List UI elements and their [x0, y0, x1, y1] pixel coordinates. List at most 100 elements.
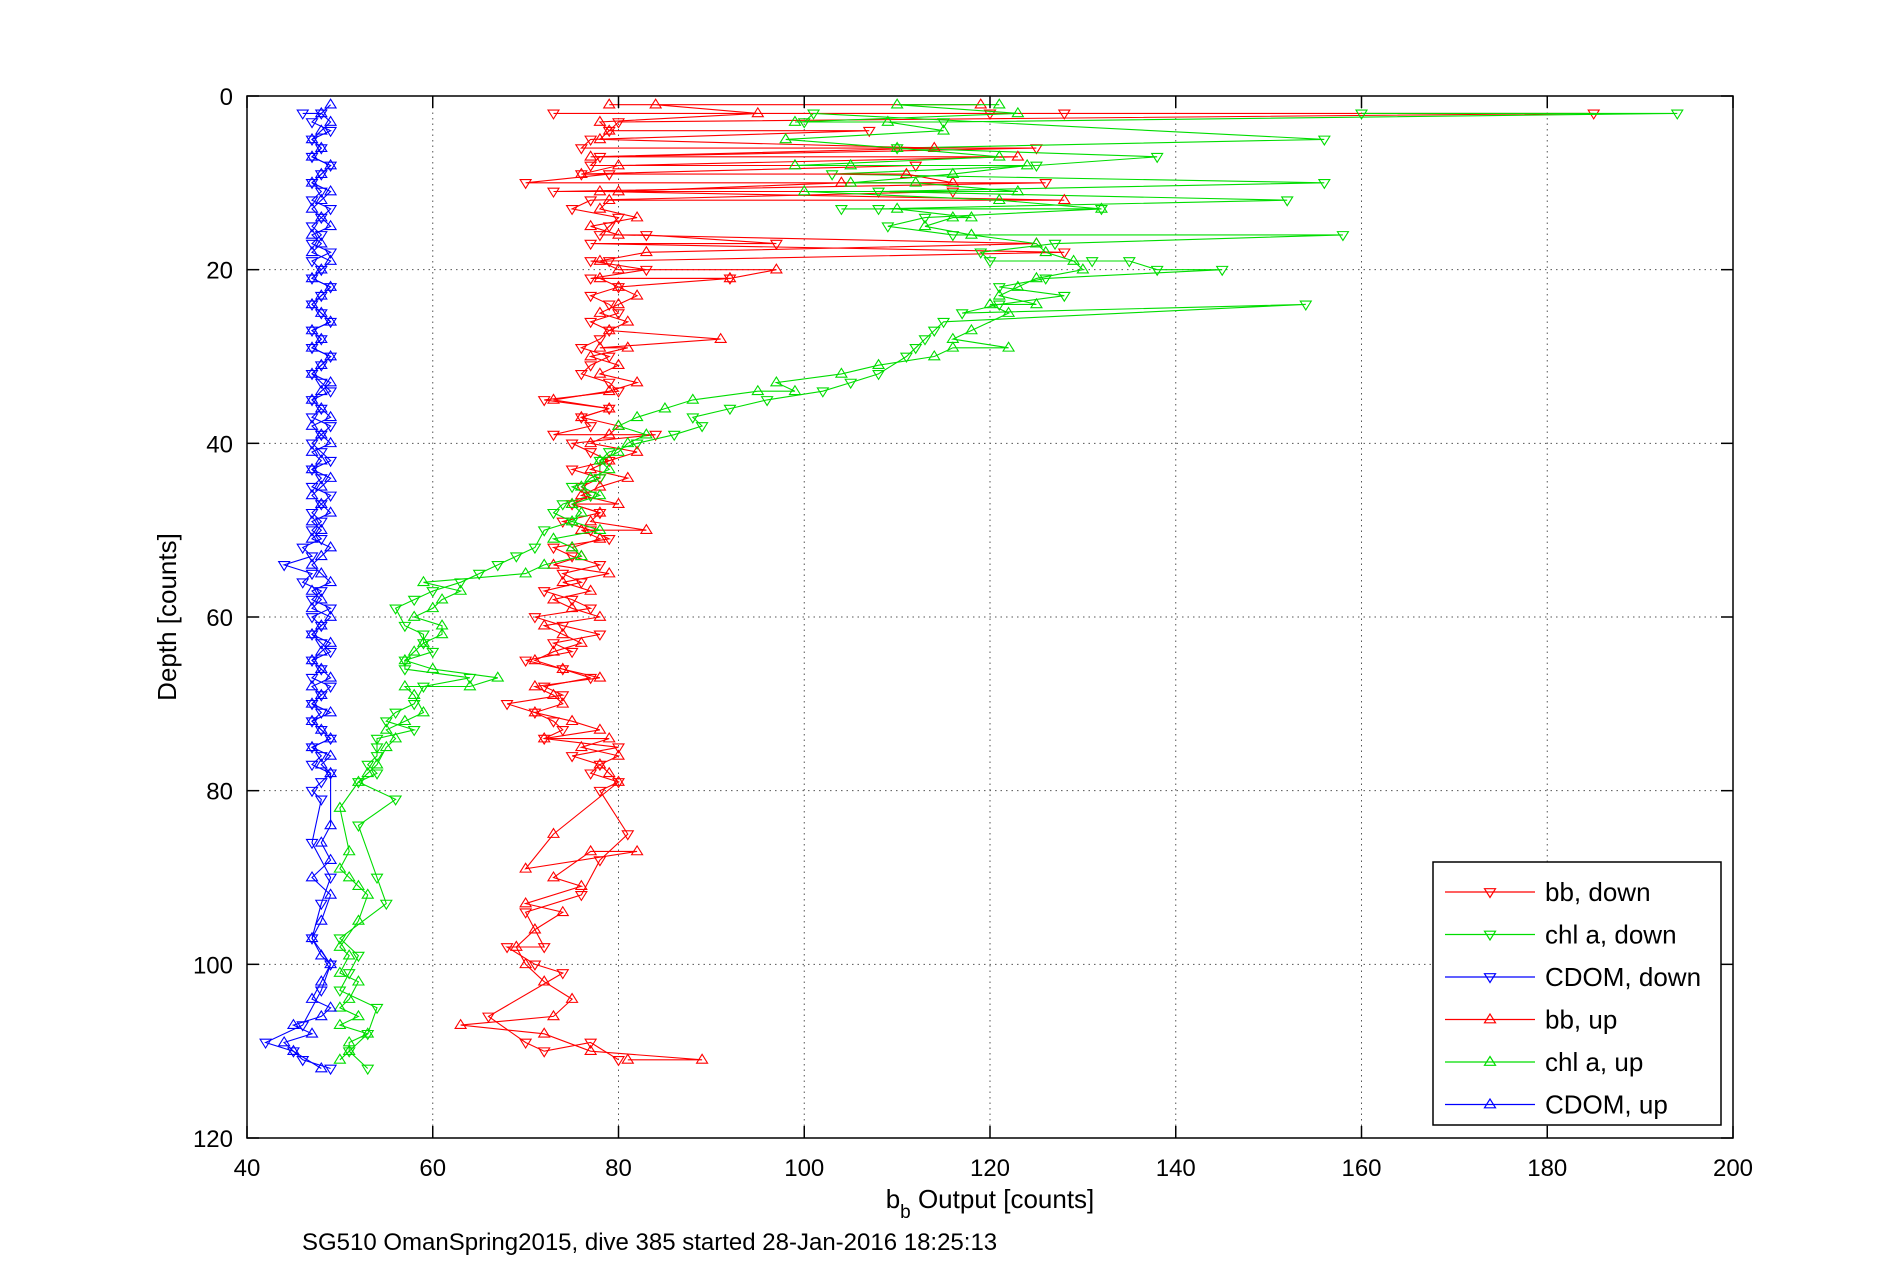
- legend-box: [1432, 861, 1722, 1126]
- data-point: [602, 462, 616, 474]
- data-point: [602, 378, 616, 390]
- data-point: [314, 662, 328, 673]
- data-point: [305, 132, 319, 144]
- data-point: [964, 323, 978, 335]
- data-point: [305, 326, 319, 337]
- data-point: [314, 378, 328, 390]
- data-point: [324, 126, 338, 138]
- data-point: [324, 349, 338, 361]
- data-point: [546, 532, 560, 543]
- data-point: [612, 158, 625, 170]
- data-point: [528, 705, 542, 717]
- data-point: [909, 343, 923, 355]
- data-point: [426, 601, 440, 613]
- data-point: [584, 291, 598, 303]
- data-point: [342, 949, 356, 960]
- data-point: [593, 630, 607, 641]
- data-point: [370, 769, 384, 780]
- data-point: [324, 610, 338, 621]
- data-point: [593, 335, 607, 346]
- data-point: [899, 167, 913, 178]
- data-point: [584, 471, 598, 482]
- data-point: [834, 176, 848, 187]
- data-point: [314, 480, 328, 491]
- data-point: [602, 323, 616, 335]
- data-point: [333, 934, 347, 945]
- data-point: [751, 106, 765, 118]
- data-point: [491, 561, 505, 572]
- data-point: [621, 341, 635, 352]
- data-point: [519, 567, 533, 578]
- data-point: [305, 176, 319, 187]
- data-point: [305, 870, 319, 882]
- data-point: [351, 1009, 365, 1021]
- data-point: [379, 899, 393, 911]
- data-point: [1011, 184, 1025, 196]
- data-point: [612, 778, 625, 789]
- data-point: [416, 705, 430, 717]
- data-point: [834, 205, 848, 216]
- y-tick-label: 0: [220, 84, 233, 111]
- data-point: [574, 144, 588, 155]
- data-point: [314, 1009, 328, 1021]
- data-point: [593, 786, 607, 798]
- data-point: [565, 439, 579, 450]
- x-tick-label: 200: [1713, 1155, 1753, 1182]
- data-point: [1057, 248, 1071, 259]
- data-point: [305, 740, 319, 752]
- data-point: [305, 653, 319, 665]
- data-point: [992, 150, 1006, 161]
- data-point: [546, 393, 560, 404]
- data-point: [305, 760, 319, 772]
- data-point: [546, 688, 560, 699]
- data-point: [324, 422, 338, 433]
- data-point: [1002, 341, 1016, 352]
- data-point: [324, 387, 338, 398]
- data-point: [314, 665, 328, 676]
- data-point: [314, 691, 328, 702]
- data-point: [314, 289, 328, 300]
- data-point: [305, 202, 319, 213]
- data-point: [574, 488, 588, 500]
- data-point: [574, 506, 588, 517]
- data-point: [324, 853, 338, 864]
- data-point: [964, 228, 978, 239]
- data-point: [890, 98, 904, 109]
- data-point: [314, 335, 328, 346]
- data-point: [333, 862, 347, 873]
- data-point: [324, 732, 338, 743]
- y-tick-label: 20: [206, 258, 233, 285]
- data-point: [937, 118, 951, 129]
- data-point: [546, 543, 560, 555]
- data-point: [825, 170, 839, 181]
- data-point: [314, 1061, 328, 1073]
- data-point: [1011, 150, 1025, 161]
- data-point: [351, 975, 365, 986]
- data-point: [305, 419, 319, 430]
- legend-item-chl-a-down: chl a, down: [1445, 920, 1677, 950]
- data-point: [992, 98, 1006, 109]
- data-point: [305, 595, 319, 607]
- data-point: [556, 627, 570, 639]
- data-point: [314, 523, 328, 535]
- data-point: [314, 778, 328, 789]
- data-point: [528, 613, 542, 624]
- x-tick-label: 80: [605, 1155, 632, 1182]
- legend-marker: [1483, 1012, 1497, 1024]
- x-tick-label: 140: [1156, 1155, 1196, 1182]
- data-point: [556, 662, 570, 673]
- data-point: [918, 335, 932, 346]
- data-point: [305, 300, 319, 311]
- data-point: [324, 818, 338, 830]
- data-point: [351, 775, 365, 786]
- data-point: [1085, 257, 1099, 268]
- data-point: [1280, 196, 1294, 207]
- data-point: [407, 688, 421, 699]
- data-point: [324, 315, 338, 326]
- data-point: [1670, 109, 1684, 120]
- data-point: [324, 254, 338, 265]
- data-point: [927, 349, 941, 361]
- legend-label: CDOM, down: [1545, 962, 1701, 992]
- data-point: [593, 758, 607, 769]
- data-point: [686, 413, 700, 424]
